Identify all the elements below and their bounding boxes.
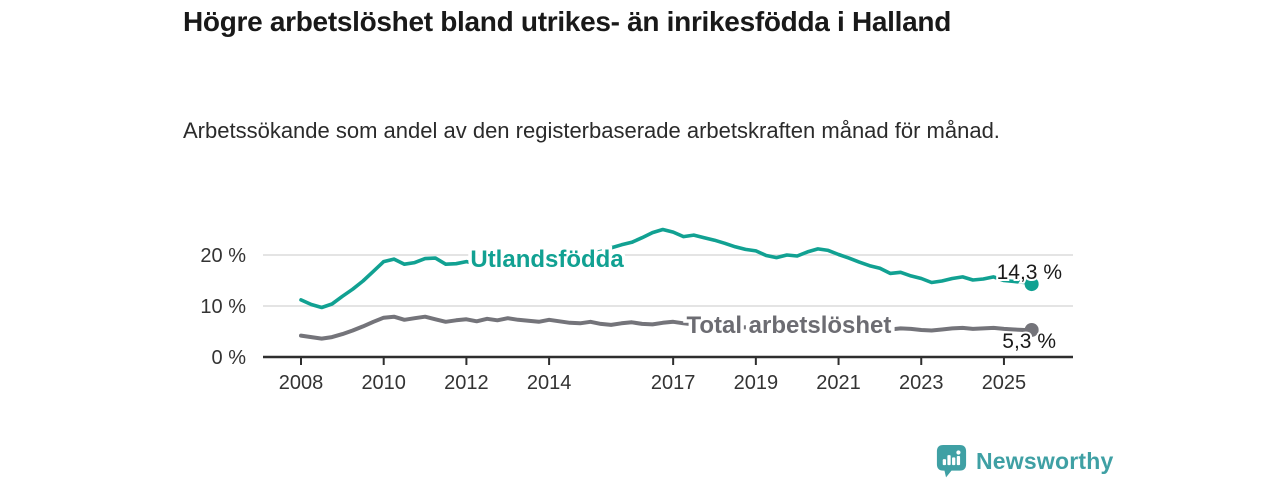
x-tick-label: 2012 [444,372,489,394]
y-tick-label: 0 % [212,347,247,369]
x-tick-label: 2025 [982,372,1027,394]
x-tick-label: 2019 [734,372,779,394]
chart-subtitle: Arbetssökande som andel av den registerb… [183,118,1000,143]
series-end-dot [1024,322,1039,337]
newsworthy-logo-text: Newsworthy [976,447,1114,474]
series-line-utlandsfodda [299,227,1034,310]
y-tick-label: 20 % [200,245,246,267]
series-label-utlandsfodda: Utlandsfödda [470,246,624,273]
newsworthy-logo: Newsworthy [936,444,1113,478]
series-end-value: 5,3 % [1002,330,1056,353]
series-end-dot [1024,277,1039,292]
series-label-total: Total arbetslöshet [686,312,891,339]
x-tick-label: 2010 [361,372,406,394]
series-line-total [299,314,1034,341]
y-tick-label: 10 % [200,296,246,318]
newsworthy-logo-icon [936,445,967,478]
x-tick-label: 2021 [816,372,861,394]
x-tick-label: 2008 [279,372,324,394]
series-end-value: 14,3 % [997,261,1062,284]
x-tick-label: 2014 [527,372,572,394]
page-title: Högre arbetslöshet bland utrikes- än inr… [183,6,952,37]
x-tick-label: 2017 [651,372,696,394]
x-tick-label: 2023 [899,372,944,394]
